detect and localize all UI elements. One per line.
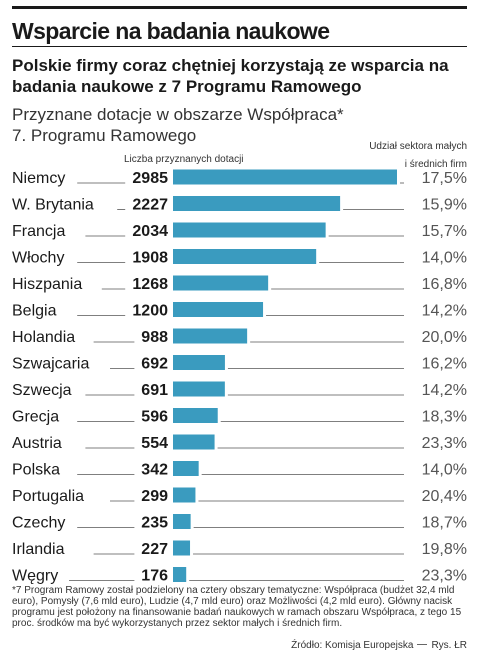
- bar: [173, 302, 264, 317]
- value-label: 596: [141, 409, 168, 426]
- bar: [173, 355, 225, 370]
- bar: [173, 381, 225, 397]
- share-value: 19,8%: [422, 541, 467, 558]
- category-label: Niemcy: [12, 170, 65, 187]
- share-label-line-2: i średnich firm: [404, 159, 467, 170]
- value-label: 692: [141, 356, 168, 373]
- share-value: 17,5%: [422, 170, 467, 187]
- bar: [173, 275, 269, 291]
- source-text: Źródło: Komisja Europejska: [291, 640, 414, 651]
- bar: [173, 408, 218, 423]
- count-column-label: Liczba przyznanych dotacji: [124, 154, 244, 165]
- value-label: 554: [141, 435, 168, 452]
- value-label: 1908: [132, 250, 168, 267]
- category-label: Czechy: [12, 515, 65, 532]
- value-label: 342: [141, 462, 168, 479]
- value-label: 176: [141, 568, 168, 585]
- value-label: 299: [141, 488, 168, 505]
- page-subtitle: Polskie firmy coraz chętniej korzystają …: [12, 56, 449, 96]
- source-line: Źródło: Komisja Europejska Rys. ŁR: [12, 640, 467, 651]
- category-label: Polska: [12, 462, 60, 479]
- category-label: Grecja: [12, 409, 59, 426]
- bar-chart: Niemcy 2985 17,5% W. Brytania 2227 15,9% Franc…: [12, 169, 467, 585]
- page-title: Wsparcie na badania naukowe: [12, 18, 330, 44]
- category-label: Włochy: [12, 250, 64, 267]
- share-value: 18,7%: [422, 515, 467, 532]
- share-value: 15,9%: [422, 197, 467, 214]
- bar: [173, 249, 317, 264]
- bar: [173, 540, 191, 556]
- top-rule: [12, 6, 467, 9]
- category-label: Szwecja: [12, 382, 72, 399]
- category-label: Węgry: [12, 568, 58, 585]
- bar: [173, 514, 191, 529]
- value-label: 2227: [132, 197, 168, 214]
- category-label: Belgia: [12, 303, 57, 320]
- chart-title-line-1: Przyznane dotacje w obszarze Współpraca*: [12, 105, 344, 124]
- share-value: 23,3%: [422, 568, 467, 585]
- category-label: Hiszpania: [12, 276, 82, 293]
- source-separator: [417, 644, 428, 645]
- value-label: 1200: [132, 303, 168, 320]
- share-value: 20,4%: [422, 488, 467, 505]
- category-label: W. Brytania: [12, 197, 94, 214]
- source-credit: Rys. ŁR: [431, 640, 467, 651]
- share-value: 20,0%: [422, 329, 467, 346]
- value-label: 1268: [132, 276, 168, 293]
- title-rule: [12, 46, 467, 47]
- category-label: Irlandia: [12, 541, 65, 558]
- bar: [173, 169, 397, 185]
- bar: [173, 328, 248, 344]
- value-label: 2985: [132, 170, 168, 187]
- share-value: 14,0%: [422, 250, 467, 267]
- value-label: 691: [141, 382, 168, 399]
- bar: [173, 567, 187, 582]
- category-label: Holandia: [12, 329, 75, 346]
- chart-title: Przyznane dotacje w obszarze Współpraca*…: [12, 104, 372, 146]
- footnote: *7 Program Ramowy został podzielony na c…: [12, 585, 462, 629]
- bar: [173, 222, 326, 238]
- chart-title-line-2: 7. Programu Ramowego: [12, 126, 197, 145]
- value-label: 227: [141, 541, 168, 558]
- share-value: 15,7%: [422, 223, 467, 240]
- share-value: 18,3%: [422, 409, 467, 426]
- share-value: 23,3%: [422, 435, 467, 452]
- category-label: Portugalia: [12, 488, 84, 505]
- share-value: 14,2%: [422, 382, 467, 399]
- bar: [173, 461, 199, 476]
- share-label-line-1: Udział sektora małych: [369, 141, 467, 152]
- share-column-label: Udział sektora małych i średnich firm: [347, 138, 467, 174]
- bar: [173, 487, 196, 503]
- value-label: 988: [141, 329, 168, 346]
- bar: [173, 196, 341, 211]
- bar: [173, 434, 215, 450]
- share-value: 16,2%: [422, 356, 467, 373]
- share-value: 16,8%: [422, 276, 467, 293]
- value-label: 2034: [132, 223, 168, 240]
- value-label: 235: [141, 515, 168, 532]
- share-value: 14,0%: [422, 462, 467, 479]
- share-value: 14,2%: [422, 303, 467, 320]
- category-label: Francja: [12, 223, 65, 240]
- category-label: Szwajcaria: [12, 356, 89, 373]
- category-label: Austria: [12, 435, 62, 452]
